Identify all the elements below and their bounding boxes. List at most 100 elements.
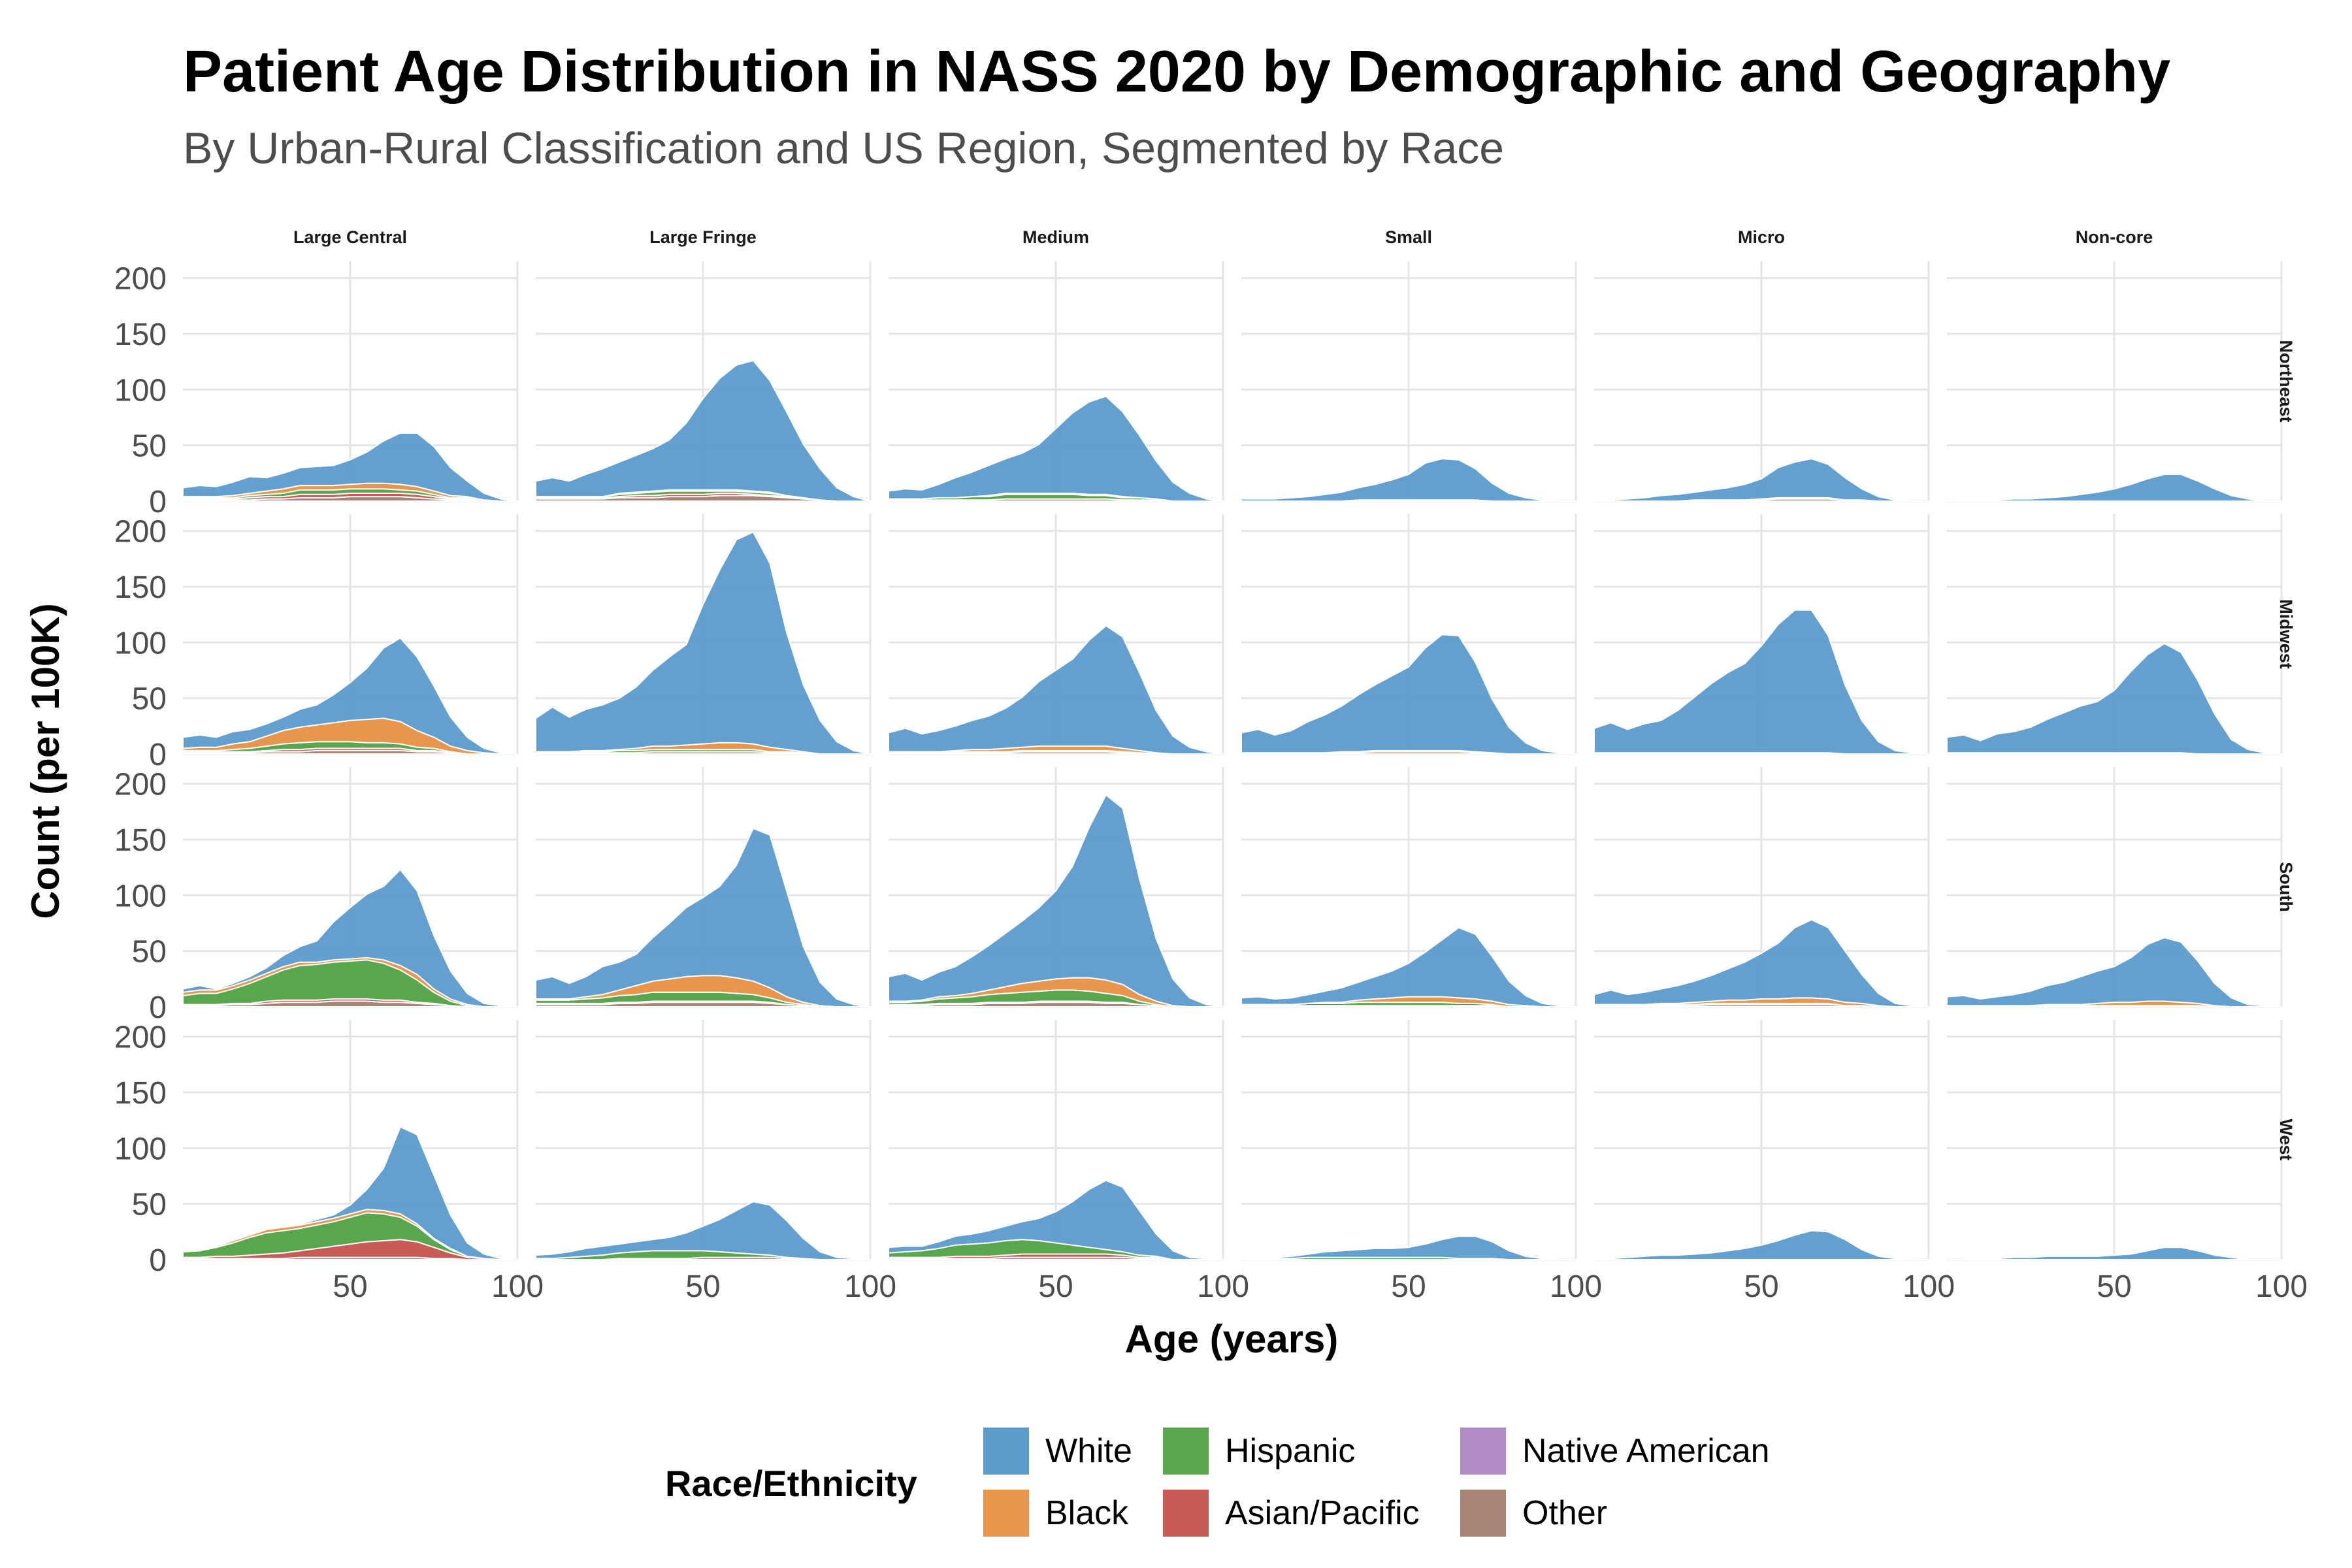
strip-label-midwest: Midwest — [2276, 599, 2296, 669]
panel-south-small — [1241, 767, 1577, 1008]
y-tick-label: 100 — [114, 373, 167, 408]
panel-west-medium — [888, 1020, 1224, 1261]
panel-northeast-medium — [888, 261, 1224, 502]
area-white — [1593, 919, 1929, 1007]
strip-label-large-fringe: Large Fringe — [649, 227, 757, 247]
area-white — [535, 359, 871, 502]
y-tick-label: 50 — [132, 935, 167, 970]
x-tick-label: 100 — [491, 1269, 544, 1304]
x-tick-label: 50 — [2097, 1269, 2131, 1304]
area-white — [1593, 609, 1929, 755]
legend-item-white: White — [983, 1428, 1132, 1475]
y-tick-label: 150 — [114, 318, 167, 352]
area-white — [1946, 937, 2282, 1007]
area-white — [1593, 458, 1929, 502]
legend-item-hispanic: Hispanic — [1163, 1428, 1355, 1475]
panel-south-micro — [1593, 767, 1930, 1008]
y-tick-label: 0 — [149, 738, 167, 772]
panel-west-micro — [1593, 1020, 1930, 1261]
panel-northeast-large-fringe — [535, 261, 872, 502]
panel-midwest-medium — [888, 514, 1224, 755]
panel-west-non-core — [1946, 1020, 2283, 1261]
y-tick-label: 150 — [114, 1076, 167, 1111]
area-white — [535, 1201, 871, 1260]
area-white — [182, 432, 518, 502]
area-white — [1946, 643, 2282, 755]
x-tick-label: 50 — [1038, 1269, 1073, 1304]
column-strip-labels: Large Central Large Fringe Medium Small Micr… — [293, 227, 2153, 247]
area-white — [1241, 634, 1576, 755]
panel-northeast-non-core — [1946, 261, 2283, 502]
legend-title: Race/Ethnicity — [665, 1463, 917, 1504]
legend-label: Native American — [1522, 1432, 1770, 1470]
legend-swatch — [1163, 1428, 1209, 1475]
panel-west-large-fringe — [535, 1020, 872, 1261]
x-tick-label: 50 — [685, 1269, 720, 1304]
panel-midwest-non-core — [1946, 514, 2283, 755]
panel-midwest-large-central — [182, 514, 519, 755]
legend-label: Black — [1045, 1494, 1129, 1532]
strip-label-medium: Medium — [1022, 227, 1089, 247]
y-tick-label: 100 — [114, 879, 167, 913]
y-tick-label: 200 — [114, 768, 167, 802]
panel-west-small — [1241, 1020, 1577, 1261]
strip-label-large-central: Large Central — [293, 227, 407, 247]
legend-swatch — [983, 1490, 1029, 1537]
area-white — [535, 827, 871, 1007]
legend-item-other: Other — [1460, 1490, 1607, 1537]
legend-label: Asian/Pacific — [1225, 1494, 1420, 1532]
x-tick-label: 50 — [1391, 1269, 1426, 1304]
area-white — [1241, 1235, 1576, 1260]
area-white — [888, 395, 1224, 502]
area-white — [888, 794, 1224, 1007]
y-axis-title: Count (per 100K) — [24, 603, 67, 919]
legend-item-native-american: Native American — [1460, 1428, 1770, 1475]
area-white — [535, 531, 871, 755]
legend-label: White — [1045, 1432, 1132, 1470]
strip-label-south: South — [2276, 862, 2296, 911]
legend-label: Hispanic — [1225, 1432, 1355, 1470]
y-tick-label: 200 — [114, 1021, 167, 1055]
y-tick-label: 50 — [132, 682, 167, 717]
x-tick-label: 100 — [2255, 1269, 2308, 1304]
x-axis-tick-labels: 50 100 50 100 50 100 50 100 50 100 50 100 — [333, 1269, 2308, 1304]
y-tick-label: 100 — [114, 626, 167, 661]
row-strip-labels: Northeast Midwest South West — [2276, 340, 2296, 1160]
chart-subtitle: By Urban-Rural Classification and US Reg… — [183, 123, 1504, 173]
area-white — [1241, 926, 1576, 1007]
y-tick-label: 200 — [114, 262, 167, 297]
legend-label: Other — [1522, 1494, 1607, 1532]
strip-label-northeast: Northeast — [2276, 340, 2296, 422]
area-white — [182, 1126, 518, 1260]
area-white — [182, 637, 518, 755]
legend-swatch — [983, 1428, 1029, 1475]
x-tick-label: 100 — [1197, 1269, 1249, 1304]
panel-midwest-micro — [1593, 514, 1930, 755]
strip-label-non-core: Non-core — [2076, 227, 2153, 247]
panel-south-non-core — [1946, 767, 2283, 1008]
legend-swatch — [1460, 1490, 1506, 1537]
y-tick-label: 0 — [149, 1243, 167, 1278]
strip-label-west: West — [2276, 1119, 2296, 1160]
legend-item-asian-pacific: Asian/Pacific — [1163, 1490, 1420, 1537]
area-white — [1946, 1247, 2282, 1260]
y-tick-label: 150 — [114, 823, 167, 858]
legend-item-black: Black — [983, 1490, 1129, 1537]
panel-midwest-large-fringe — [535, 514, 872, 755]
y-tick-label: 150 — [114, 570, 167, 605]
panel-south-medium — [888, 767, 1224, 1008]
y-tick-label: 0 — [149, 990, 167, 1025]
strip-label-micro: Micro — [1738, 227, 1785, 247]
legend: Race/Ethnicity White Black Hispanic Asian/P… — [665, 1428, 1770, 1537]
area-white — [1593, 1230, 1929, 1260]
area-white — [888, 1179, 1224, 1260]
area-white — [888, 625, 1224, 755]
facet-panels — [182, 261, 2283, 1261]
y-tick-label: 200 — [114, 515, 167, 549]
panel-west-large-central — [182, 1020, 519, 1261]
chart-title: Patient Age Distribution in NASS 2020 by… — [183, 39, 2170, 105]
y-tick-label: 0 — [149, 485, 167, 519]
y-tick-label: 100 — [114, 1132, 167, 1166]
panel-south-large-central — [182, 767, 519, 1008]
